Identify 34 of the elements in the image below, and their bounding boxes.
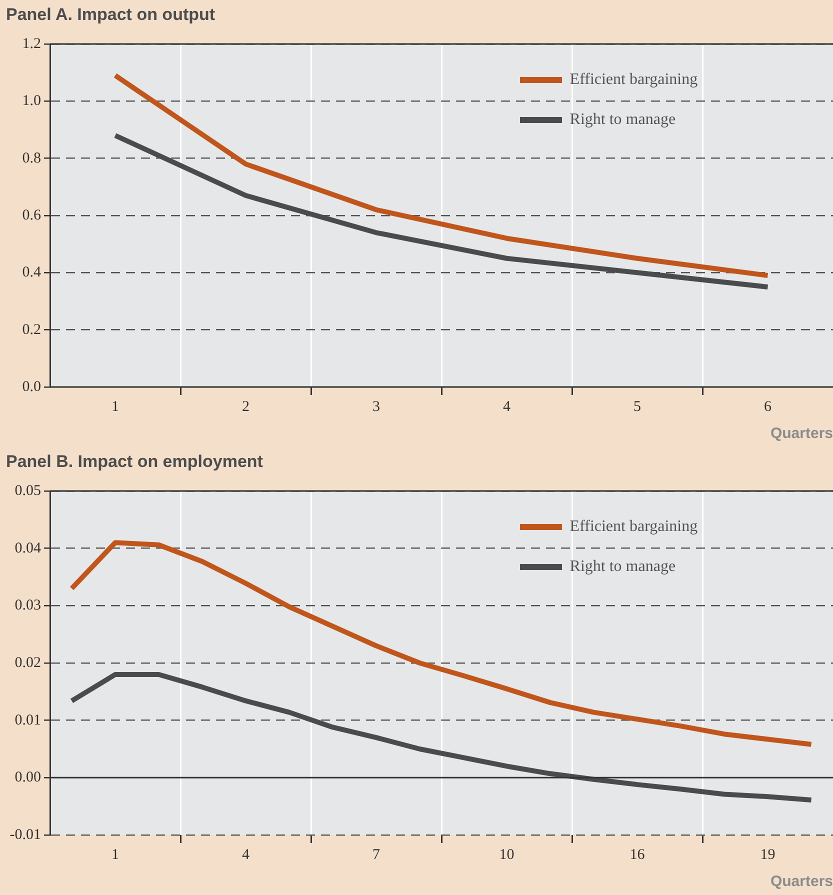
x-axis-title: Quarters (770, 873, 833, 890)
y-tick-label: 0.0 (22, 378, 41, 395)
legend-label: Right to manage (570, 558, 676, 576)
x-tick-label: 1 (112, 398, 119, 415)
y-tick-label: 0.4 (22, 264, 42, 281)
y-tick-label: 0.8 (22, 150, 41, 166)
y-tick-label: 0.03 (14, 598, 41, 614)
legend-label: Right to manage (570, 111, 676, 129)
x-tick-label: 7 (372, 846, 380, 863)
chart-title: Panel B. Impact on employment (5, 451, 264, 473)
y-tick-label: 1.0 (22, 93, 41, 110)
x-tick-label: 16 (630, 846, 646, 863)
legend-label: Efficient bargaining (570, 71, 698, 89)
x-tick-label: 4 (503, 398, 511, 415)
x-tick-label: 4 (242, 846, 250, 863)
x-tick-label: 2 (242, 398, 250, 415)
y-tick-label: 0.04 (14, 540, 42, 556)
y-tick-label: -0.01 (10, 826, 41, 843)
legend-label: Efficient bargaining (570, 518, 698, 536)
y-tick-label: 0.2 (22, 322, 41, 338)
x-tick-label: 19 (760, 846, 776, 863)
y-tick-label: 0.05 (14, 482, 41, 499)
x-tick-label: 5 (634, 398, 641, 415)
y-tick-label: 0.6 (22, 207, 42, 224)
y-tick-label: 0.00 (14, 770, 41, 786)
x-tick-label: 10 (499, 846, 514, 863)
y-tick-label: 0.02 (14, 654, 41, 671)
x-tick-label: 1 (112, 846, 119, 863)
x-tick-label: 6 (764, 398, 772, 415)
x-axis-title: Quarters (770, 425, 833, 442)
x-tick-label: 3 (372, 398, 380, 415)
y-tick-label: 1.2 (22, 36, 41, 52)
chart-title: Panel A. Impact on output (5, 4, 216, 26)
y-tick-label: 0.01 (14, 712, 41, 728)
